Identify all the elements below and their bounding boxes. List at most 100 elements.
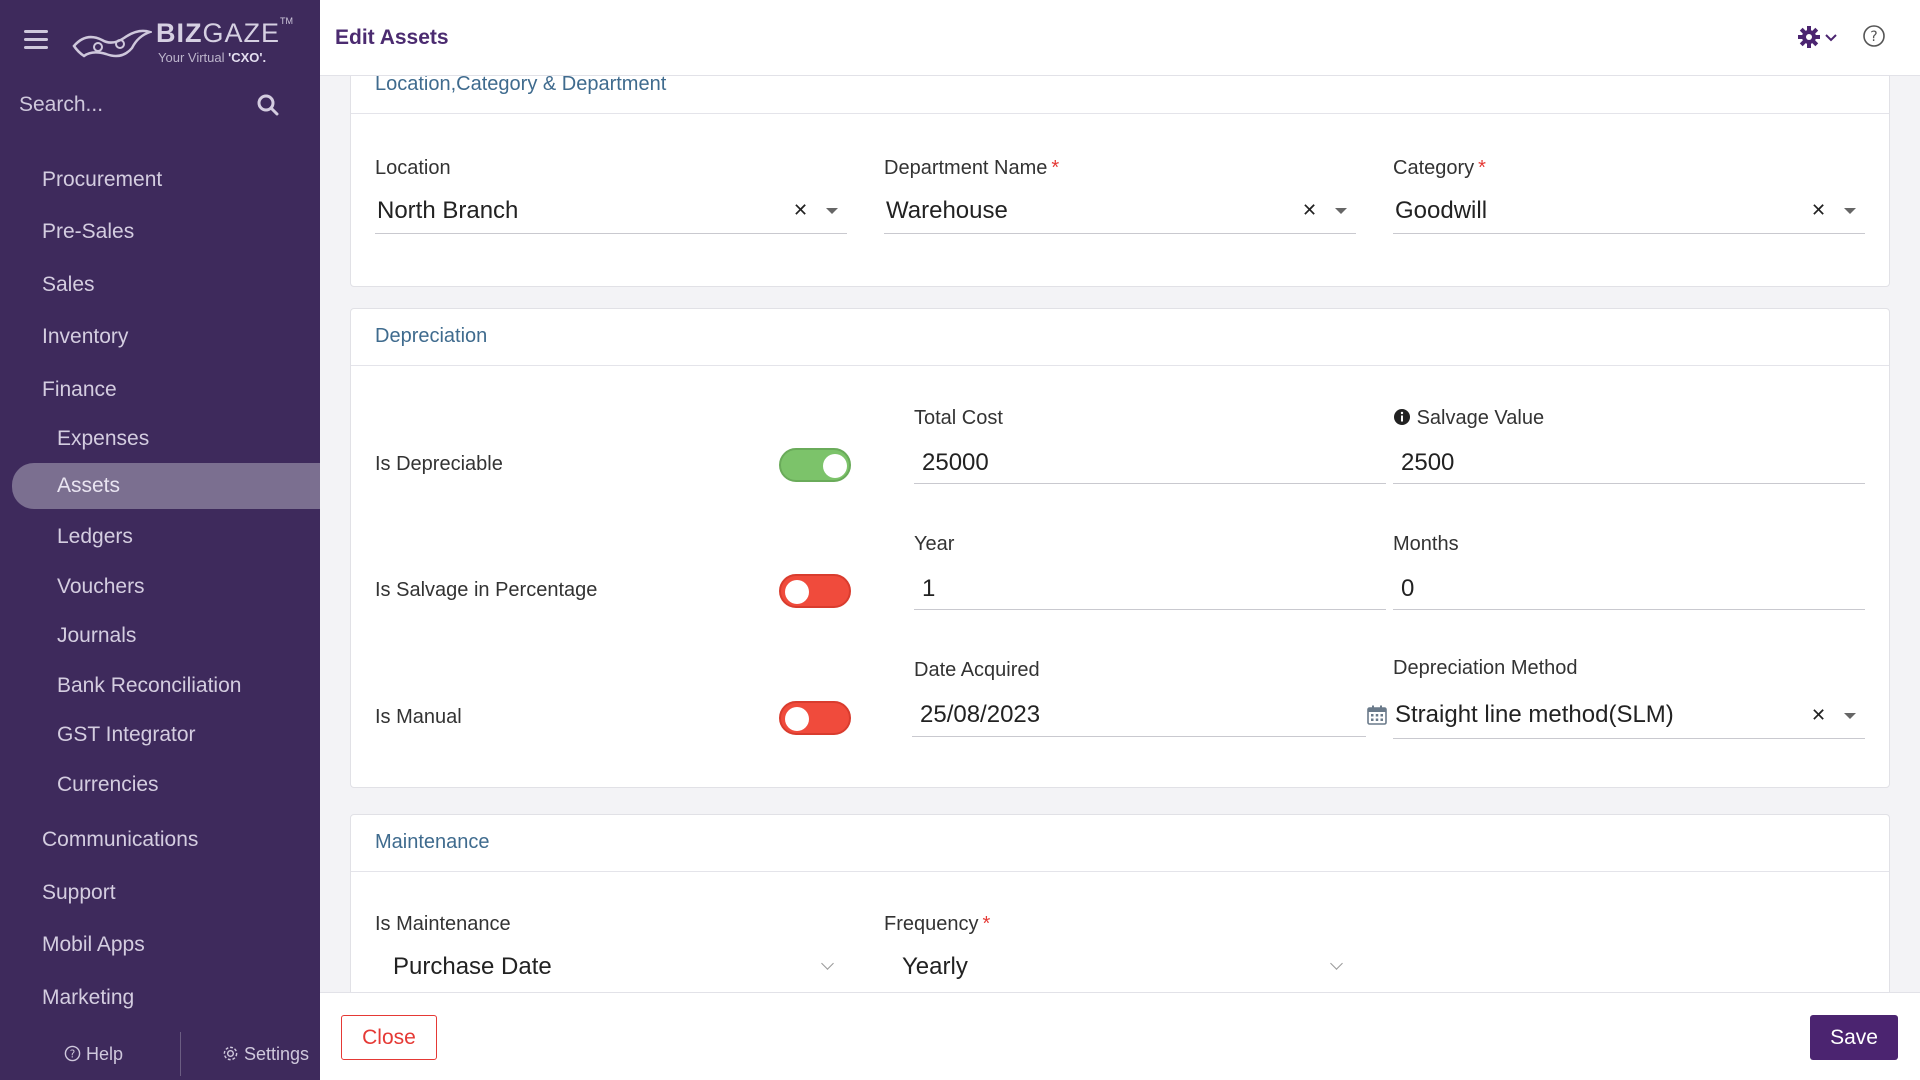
- clear-icon[interactable]: ✕: [1811, 200, 1827, 220]
- chevron-down-icon[interactable]: [821, 957, 834, 970]
- department-underline: [884, 233, 1356, 234]
- sidebar-item-support[interactable]: Support: [42, 881, 116, 904]
- chevron-down-icon[interactable]: [1330, 957, 1343, 970]
- sidebar-item-bank-reconciliation[interactable]: Bank Reconciliation: [57, 674, 242, 697]
- brand-logo[interactable]: BIZGAZE TM Your Virtual 'CXO'.: [72, 16, 302, 68]
- save-button[interactable]: Save: [1810, 1015, 1898, 1060]
- sidebar-settings-link[interactable]: Settings: [222, 1044, 309, 1065]
- sidebar-item-procurement[interactable]: Procurement: [42, 168, 163, 191]
- is-salvage-percentage-toggle[interactable]: [779, 574, 851, 608]
- sidebar-item-communications[interactable]: Communications: [42, 828, 199, 851]
- page-header: Edit Assets ?: [320, 0, 1920, 76]
- section-title: Maintenance: [375, 831, 490, 853]
- form-footer: Close Save: [320, 992, 1920, 1080]
- is-depreciable-label: Is Depreciable: [375, 453, 503, 475]
- sidebar-item-marketing[interactable]: Marketing: [42, 986, 135, 1009]
- location-value: North Branch: [377, 197, 519, 224]
- clear-icon[interactable]: ✕: [793, 200, 809, 220]
- edit-assets-form: Location,Category & Department Location …: [320, 76, 1920, 992]
- category-value: Goodwill: [1395, 197, 1488, 224]
- sidebar: BIZGAZE TM Your Virtual 'CXO'. Procureme…: [0, 0, 320, 1080]
- total-cost-label: Total Cost: [914, 407, 1003, 429]
- help-circle-icon: ?: [64, 1045, 81, 1062]
- total-cost-value: 25000: [922, 449, 989, 476]
- sidebar-item-expenses[interactable]: Expenses: [57, 427, 150, 450]
- location-category-department-section: Location,Category & Department Location …: [350, 76, 1890, 287]
- toggle-knob: [823, 454, 847, 478]
- brand-trademark: TM: [280, 16, 293, 26]
- help-icon[interactable]: ?: [1862, 24, 1886, 48]
- date-acquired-value: 25/08/2023: [920, 701, 1041, 728]
- caret-down-icon[interactable]: [826, 208, 838, 214]
- sidebar-item-currencies[interactable]: Currencies: [57, 773, 159, 796]
- caret-down-icon[interactable]: [1844, 208, 1856, 214]
- total-cost-underline: [914, 483, 1386, 484]
- maintenance-section: Maintenance Is Maintenance Purchase Date…: [350, 814, 1890, 992]
- logo-owl-icon: [72, 29, 152, 58]
- year-label: Year: [914, 533, 955, 555]
- salvage-value-value: 2500: [1401, 449, 1455, 476]
- section-divider: [351, 113, 1889, 114]
- sidebar-item-journals[interactable]: Journals: [57, 624, 137, 647]
- salvage-value-underline: [1393, 483, 1865, 484]
- chevron-down-icon[interactable]: [1825, 34, 1837, 42]
- brand-tagline: Your Virtual 'CXO'.: [158, 50, 267, 65]
- section-divider: [351, 365, 1889, 366]
- sidebar-item-finance[interactable]: Finance: [42, 378, 117, 401]
- depreciation-method-underline: [1393, 738, 1865, 739]
- sidebar-item-mobil-apps[interactable]: Mobil Apps: [42, 933, 145, 956]
- sidebar-search: [19, 90, 279, 120]
- category-label: Category *: [1393, 157, 1486, 179]
- brand-name: BIZGAZE: [156, 18, 281, 48]
- date-acquired-underline: [912, 736, 1366, 737]
- section-title: Location,Category & Department: [375, 76, 667, 95]
- calendar-icon[interactable]: [1367, 705, 1387, 725]
- gear-icon: [223, 1046, 238, 1061]
- sidebar-item-sales[interactable]: Sales: [42, 273, 95, 296]
- toggle-knob: [785, 707, 809, 731]
- sidebar-item-vouchers[interactable]: Vouchers: [57, 575, 145, 598]
- clear-icon[interactable]: ✕: [1811, 705, 1827, 725]
- is-manual-label: Is Manual: [375, 706, 462, 728]
- category-underline: [1393, 233, 1865, 234]
- year-underline: [914, 609, 1386, 610]
- depreciation-section: Depreciation Is Depreciable Total Cost 2…: [350, 308, 1890, 788]
- info-icon[interactable]: [1393, 408, 1411, 426]
- months-value: 0: [1401, 575, 1415, 602]
- date-acquired-label: Date Acquired: [914, 659, 1040, 681]
- frequency-label: Frequency *: [884, 913, 991, 935]
- caret-down-icon[interactable]: [1335, 208, 1347, 214]
- is-depreciable-toggle[interactable]: [779, 448, 851, 482]
- department-value: Warehouse: [886, 197, 1008, 224]
- months-underline: [1393, 609, 1865, 610]
- section-title: Depreciation: [375, 325, 488, 347]
- toggle-knob: [785, 580, 809, 604]
- is-manual-toggle[interactable]: [779, 701, 851, 735]
- hamburger-menu-icon[interactable]: [24, 30, 48, 50]
- close-button[interactable]: Close: [341, 1015, 437, 1060]
- department-label: Department Name *: [884, 157, 1060, 179]
- sidebar-footer-divider: [180, 1032, 181, 1076]
- svg-text:?: ?: [70, 1048, 76, 1060]
- page-title: Edit Assets: [335, 26, 449, 49]
- frequency-value: Yearly: [902, 953, 968, 980]
- sidebar-item-assets[interactable]: Assets: [12, 463, 320, 509]
- gear-icon[interactable]: [1798, 26, 1820, 48]
- sidebar-search-input[interactable]: [19, 90, 239, 120]
- location-label: Location: [375, 157, 451, 179]
- year-value: 1: [922, 575, 936, 602]
- months-label: Months: [1393, 533, 1459, 555]
- svg-text:?: ?: [1870, 29, 1877, 45]
- is-salvage-percentage-label: Is Salvage in Percentage: [375, 579, 598, 601]
- sidebar-item-pre-sales[interactable]: Pre-Sales: [42, 220, 135, 243]
- sidebar-item-gst-integrator[interactable]: GST Integrator: [57, 723, 196, 746]
- sidebar-help-link[interactable]: ? Help: [64, 1044, 123, 1065]
- depreciation-method-value: Straight line method(SLM): [1395, 701, 1674, 728]
- salvage-value-label: Salvage Value: [1393, 407, 1544, 430]
- clear-icon[interactable]: ✕: [1302, 200, 1318, 220]
- section-divider: [351, 871, 1889, 872]
- search-icon[interactable]: [257, 94, 279, 116]
- caret-down-icon[interactable]: [1844, 713, 1856, 719]
- sidebar-item-inventory[interactable]: Inventory: [42, 325, 129, 348]
- sidebar-item-ledgers[interactable]: Ledgers: [57, 525, 133, 548]
